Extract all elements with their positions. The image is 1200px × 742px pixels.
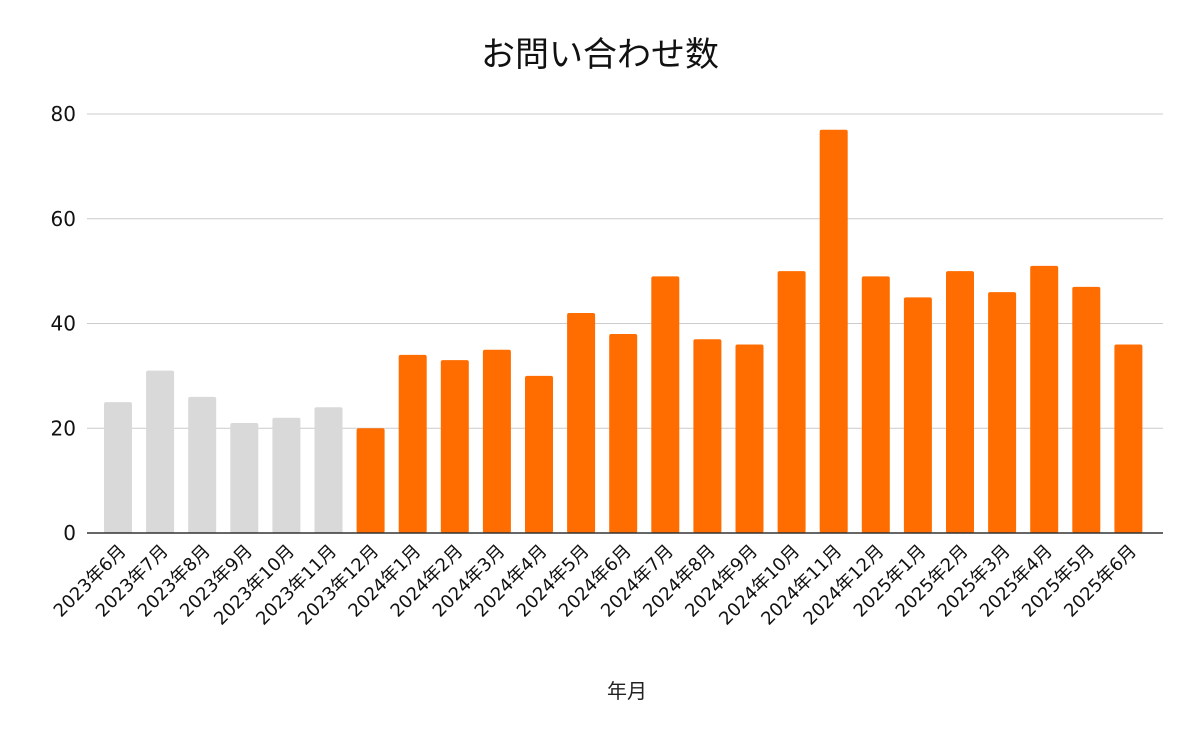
bar bbox=[1072, 286, 1101, 533]
bar bbox=[104, 402, 132, 533]
bar bbox=[609, 333, 638, 533]
bar bbox=[693, 339, 722, 533]
bar bbox=[988, 292, 1017, 533]
bar bbox=[1114, 344, 1143, 533]
bar bbox=[819, 129, 848, 533]
bar bbox=[1030, 265, 1059, 533]
bar bbox=[567, 313, 596, 533]
bar bbox=[314, 407, 343, 533]
bar bbox=[188, 396, 217, 533]
y-tick-label: 0 bbox=[63, 521, 76, 545]
bar bbox=[482, 349, 511, 533]
bar bbox=[861, 276, 890, 533]
bar bbox=[272, 417, 301, 533]
x-axis-label: 年月 bbox=[607, 679, 647, 703]
bar bbox=[440, 360, 469, 533]
bar bbox=[777, 271, 806, 533]
bar bbox=[525, 375, 553, 533]
y-tick-label: 60 bbox=[51, 207, 76, 231]
y-tick-label: 20 bbox=[51, 416, 76, 440]
y-tick-label: 80 bbox=[51, 102, 76, 126]
x-axis-ticks: 2023年6月2023年7月2023年8月2023年9月2023年10月2023… bbox=[50, 541, 1141, 630]
bar bbox=[735, 344, 764, 533]
bar bbox=[903, 297, 932, 533]
bar bbox=[230, 423, 259, 533]
bars bbox=[104, 129, 1143, 533]
y-tick-label: 40 bbox=[51, 312, 76, 336]
bar bbox=[146, 370, 175, 533]
y-axis-ticks: 0 20 40 60 80 bbox=[51, 102, 76, 545]
bar bbox=[946, 271, 974, 533]
bar bbox=[398, 354, 427, 533]
bar bbox=[651, 276, 680, 533]
chart-title: お問い合わせ数 bbox=[481, 35, 719, 75]
bar bbox=[356, 428, 385, 533]
